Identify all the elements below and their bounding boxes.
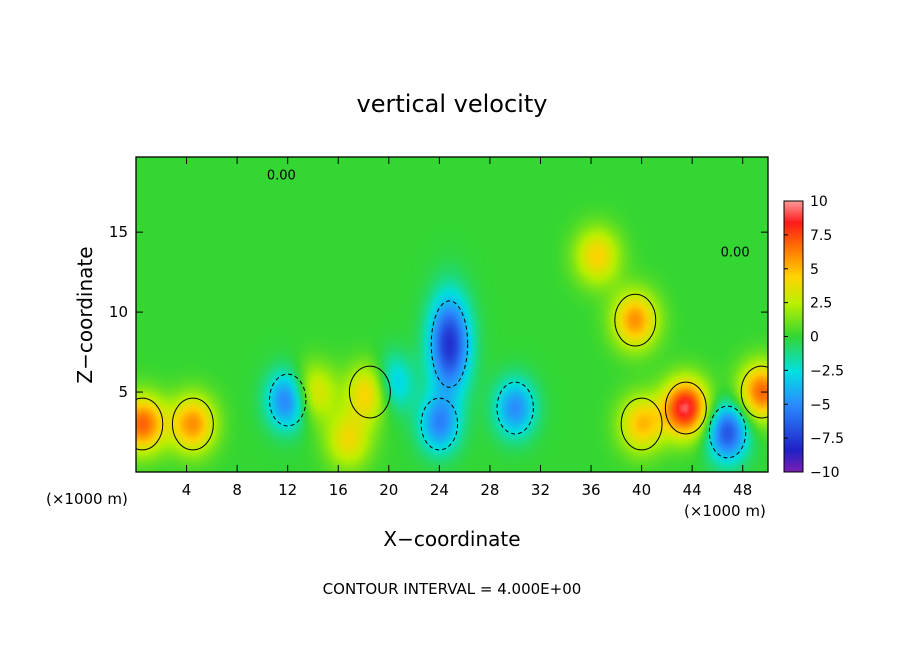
contour-positive [620, 397, 663, 451]
contour-positive [614, 293, 657, 347]
x-axis-label: X−coordinate [383, 527, 520, 551]
x-tick-label: 32 [531, 481, 550, 499]
contour-interval-note: CONTOUR INTERVAL = 4.000E+00 [323, 580, 582, 598]
x-tick-label: 4 [182, 481, 192, 499]
y-axis-ticks: 5 10 15 [109, 223, 768, 401]
x-tick-label: 8 [232, 481, 242, 499]
contour-label: 0.00 [721, 245, 750, 260]
contour-negative [268, 373, 307, 427]
y-tick-label: 5 [118, 383, 128, 401]
colorbar-tick-label: 2.5 [810, 296, 832, 312]
y-tick-label: 15 [109, 223, 128, 241]
colorbar-tick-label: −7.5 [810, 431, 844, 447]
contour-positive [171, 397, 214, 451]
contour-negative [496, 381, 534, 435]
colorbar-tick-label: 0 [810, 330, 819, 346]
contour-label: 0.00 [267, 169, 296, 184]
contour-negative [708, 405, 747, 459]
x-tick-label: 28 [480, 481, 499, 499]
x-tick-label: 16 [329, 481, 348, 499]
colorbar: 10 7.5 5 2.5 0 −2.5 −5 −7.5 −10 [783, 194, 844, 481]
x-tick-label: 44 [683, 481, 702, 499]
y-tick-label: 10 [109, 303, 128, 321]
colorbar-tick-label: 7.5 [810, 228, 832, 244]
colorbar-tick-label: −10 [810, 465, 840, 481]
colorbar-ticks: 10 7.5 5 2.5 0 −2.5 −5 −7.5 −10 [784, 194, 844, 481]
x-unit-left: (×1000 m) [46, 490, 128, 508]
x-tick-label: 48 [733, 481, 752, 499]
contour-positive [664, 381, 707, 435]
plot-frame [135, 156, 769, 473]
x-tick-label: 40 [632, 481, 651, 499]
x-tick-label: 36 [581, 481, 600, 499]
chart-title: vertical velocity [357, 90, 548, 118]
colorbar-tick-label: −2.5 [810, 363, 844, 379]
colorbar-tick-label: −5 [810, 397, 831, 413]
contour-negative [420, 397, 459, 451]
contour-positive [348, 365, 391, 419]
heatmap-field [136, 157, 768, 472]
x-tick-label: 20 [379, 481, 398, 499]
x-tick-label: 24 [430, 481, 449, 499]
colorbar-tick-label: 10 [810, 194, 828, 210]
x-tick-label: 12 [278, 481, 297, 499]
x-unit-right: (×1000 m) [684, 502, 766, 520]
plot-area: 0.00 0.00 [135, 156, 769, 473]
contour-negative [430, 300, 469, 388]
x-axis-ticks: 4 8 12 16 20 24 28 32 36 40 44 48 [182, 157, 752, 499]
y-axis-label: Z−coordinate [73, 246, 97, 383]
contour-lines: 0.00 0.00 [136, 169, 768, 459]
colorbar-tick-label: 5 [810, 262, 819, 278]
contour-positive [740, 365, 768, 419]
contour-positive [136, 397, 164, 451]
